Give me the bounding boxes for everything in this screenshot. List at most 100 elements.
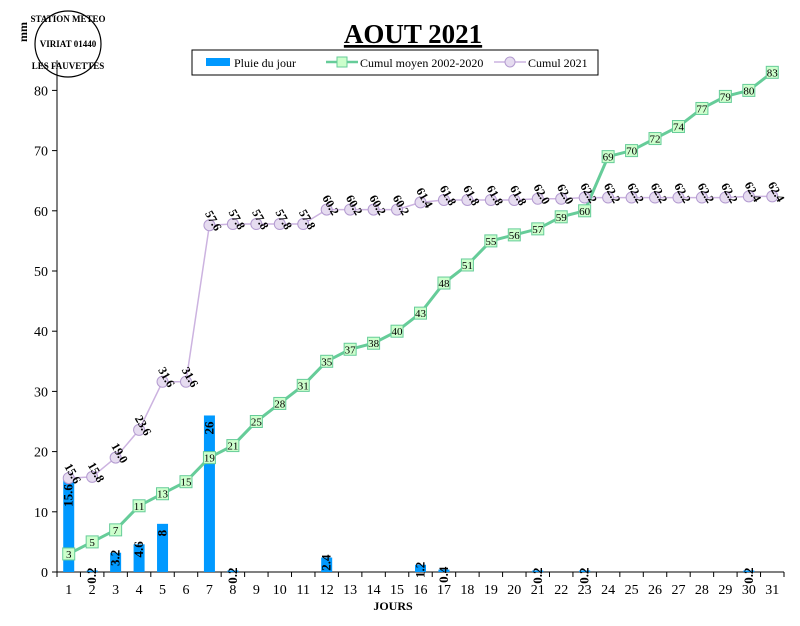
x-tick-label: 8 — [229, 583, 236, 598]
cumul-2021-point — [226, 218, 239, 231]
x-tick-label: 20 — [507, 583, 521, 598]
cumul-avg-point — [695, 101, 709, 115]
cumul-avg-label: 55 — [485, 236, 497, 248]
cumul-avg-point — [249, 415, 263, 428]
legend-swatch-rain — [206, 58, 230, 66]
cumul-2021-point — [555, 192, 568, 205]
cumul-2021-point — [179, 375, 192, 388]
x-tick-label: 21 — [531, 583, 545, 598]
cumul-avg-label: 31 — [298, 380, 309, 392]
cumul-2021-point — [273, 218, 286, 231]
cumul-2021-point — [672, 191, 685, 204]
y-tick-label: 40 — [34, 325, 48, 340]
x-tick-label: 26 — [648, 583, 662, 598]
legend-label-rain: Pluie du jour — [234, 56, 296, 70]
cumul-2021-point — [437, 193, 450, 206]
x-tick-label: 11 — [296, 583, 309, 598]
cumul-avg-point — [85, 535, 99, 549]
cumul-2021-line — [68, 195, 773, 479]
x-tick-label: 12 — [320, 583, 334, 598]
cumul-avg-point — [484, 234, 498, 248]
cumul-2021-point — [156, 375, 169, 388]
x-tick-label: 19 — [484, 583, 498, 598]
rain-label: 0.2 — [225, 568, 240, 584]
series-lines — [62, 65, 779, 561]
rain-bar — [321, 557, 333, 572]
x-tick-label: 6 — [182, 583, 189, 598]
cumul-avg-label: 80 — [743, 85, 755, 97]
cumul-avg-point — [554, 210, 568, 224]
cumul-2021-point — [766, 190, 779, 203]
cumul-avg-point — [296, 378, 310, 392]
cumul-avg-point — [343, 342, 357, 356]
rain-label: 15.6 — [61, 484, 76, 507]
rain-label: 0.2 — [741, 568, 756, 584]
cumul-2021-point — [578, 191, 591, 204]
y-tick-label: 0 — [41, 566, 48, 581]
cumul-avg-point — [320, 354, 334, 368]
cumul-avg-point — [671, 120, 685, 134]
cumul-avg-point — [531, 222, 545, 236]
cumul-2021-point — [719, 191, 732, 204]
rain-bar — [579, 570, 591, 572]
cumul-avg-point — [507, 228, 521, 242]
cumul-2021-point — [484, 193, 497, 206]
x-tick-label: 5 — [159, 583, 166, 598]
cumul-avg-label: 72 — [650, 134, 661, 146]
cumul-2021-point — [203, 219, 216, 232]
cumul-2021-point — [414, 196, 427, 209]
rain-bar — [86, 570, 98, 572]
cumul-2021-point — [391, 203, 404, 216]
y-tick-label: 30 — [34, 385, 48, 400]
cumul-2021-point — [62, 472, 75, 485]
cumul-avg-point — [202, 451, 216, 465]
data-labels: 15.6 15.819.023.631.6 31.657.6 57.8 57.8 57.8… — [61, 67, 788, 583]
cumul-avg-point — [648, 132, 662, 146]
rain-label: 0.4 — [436, 566, 451, 583]
rain-label: 26 — [201, 421, 216, 435]
cumul-avg-label: 11 — [134, 501, 145, 513]
cumul-avg-label: 40 — [392, 326, 404, 338]
x-tick-label: 24 — [601, 583, 615, 598]
cumul-avg-label: 43 — [415, 308, 427, 320]
chart-title: AOUT 2021 — [344, 19, 482, 49]
rain-label: 8 — [155, 529, 170, 536]
cumul-avg-label: 57 — [532, 224, 544, 236]
x-tick-label: 10 — [273, 583, 287, 598]
cumul-2021-point — [297, 218, 310, 231]
legend-label-avg: Cumul moyen 2002-2020 — [360, 56, 483, 70]
cumul-avg-point — [414, 306, 427, 320]
cumul-avg-point — [437, 276, 451, 290]
rain-label: 0.2 — [577, 568, 592, 584]
cumul-avg-point — [460, 258, 474, 272]
rain-bars — [63, 415, 755, 572]
station-logo: STATION METEO VIRIAT 01440 LES FAUVETTES — [31, 10, 105, 78]
cumul-avg-point — [109, 523, 123, 537]
cumul-2021-point — [109, 451, 122, 464]
cumul-avg-label: 48 — [438, 278, 450, 290]
x-tick-label: 13 — [343, 583, 357, 598]
cumul-avg-label: 74 — [673, 122, 685, 134]
cumul-2021-point — [602, 191, 615, 204]
rain-bar — [227, 570, 239, 572]
cumul-2021-point — [508, 193, 521, 206]
x-tick-label: 25 — [625, 583, 639, 598]
x-tick-label: 31 — [765, 583, 779, 598]
cumul-avg-label: 83 — [767, 67, 779, 79]
cumul-avg-point — [601, 150, 615, 164]
x-tick-label: 9 — [253, 583, 260, 598]
cumul-2021-point — [695, 191, 708, 204]
cumul-avg-point — [156, 487, 170, 501]
cumul-avg-label: 70 — [626, 146, 638, 158]
rain-bar — [415, 564, 426, 572]
x-tick-label: 18 — [460, 583, 474, 598]
cumul-avg-point — [742, 83, 756, 97]
cumul-avg-label: 51 — [462, 260, 473, 272]
cumul-avg-label: 69 — [603, 152, 615, 164]
x-tick-label: 17 — [437, 583, 451, 598]
cumul-avg-label: 3 — [66, 549, 72, 561]
rain-label: 4.6 — [131, 541, 146, 558]
y-tick-label: 50 — [34, 265, 48, 280]
x-tick-label: 3 — [112, 583, 119, 598]
cumul-2021-point — [461, 193, 474, 206]
